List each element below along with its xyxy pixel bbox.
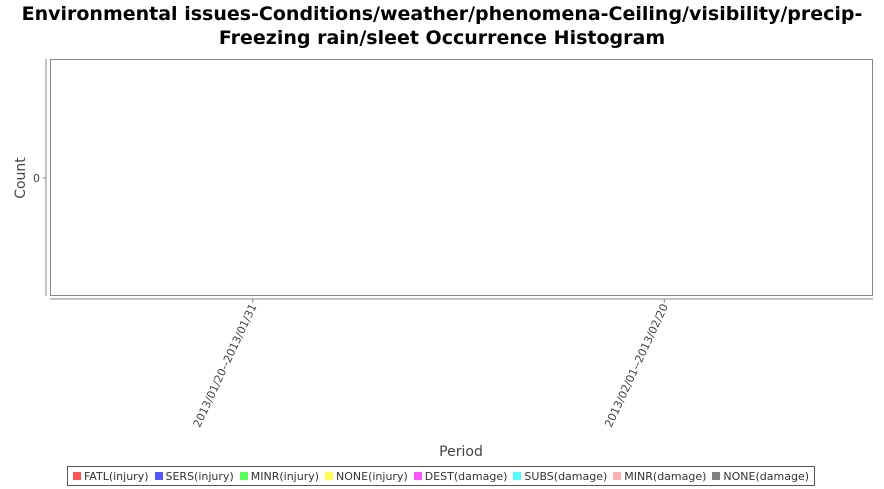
legend-label: MINR(injury) <box>250 469 320 483</box>
legend-item: SERS(injury) <box>154 469 234 483</box>
legend-swatch <box>154 472 163 480</box>
legend-label: SERS(injury) <box>165 469 234 483</box>
legend-swatch <box>613 472 622 480</box>
legend-label: SUBS(damage) <box>524 469 608 483</box>
x-tick-label: 2013/01/20--2013/01/31 <box>191 302 260 430</box>
x-tick-label: 2013/02/01--2013/02/20 <box>602 302 671 430</box>
chart-title: Environmental issues-Conditions/weather/… <box>0 2 884 50</box>
chart-title-line-1: Environmental issues-Conditions/weather/… <box>21 3 863 25</box>
legend: FATL(injury) SERS(injury) MINR(injury) NONE… <box>67 466 815 486</box>
x-axis-label: Period <box>439 444 483 460</box>
legend-item: MINR(damage) <box>613 470 706 483</box>
legend-item: NONE(damage) <box>712 470 809 483</box>
legend-label: MINR(damage) <box>624 469 707 483</box>
y-axis-label: Count <box>13 157 29 199</box>
legend-swatch <box>239 472 248 480</box>
legend-item: FATL(injury) <box>72 469 149 483</box>
legend-label: NONE(damage) <box>723 469 809 483</box>
legend-swatch <box>513 472 522 480</box>
legend-label: DEST(damage) <box>424 469 508 483</box>
chart-title-line-2: Freezing rain/sleet Occurrence Histogram <box>218 27 666 49</box>
legend-item: DEST(damage) <box>413 469 508 483</box>
legend-swatch <box>413 472 422 480</box>
legend-item: SUBS(damage) <box>513 470 607 483</box>
legend-item: NONE(injury) <box>325 470 408 483</box>
legend-item: MINR(injury) <box>239 469 320 483</box>
axes <box>45 59 873 300</box>
legend-swatch <box>712 472 721 480</box>
legend-swatch <box>72 472 81 480</box>
legend-label: NONE(injury) <box>336 469 408 483</box>
y-tick-label: 0 <box>33 172 40 185</box>
legend-label: FATL(injury) <box>83 469 149 483</box>
y-ticks: 0 <box>33 172 46 185</box>
plot-area <box>50 59 873 296</box>
legend-swatch <box>325 472 334 480</box>
x-ticks: 2013/01/20--2013/01/31 2013/02/01--2013/0… <box>191 299 671 429</box>
